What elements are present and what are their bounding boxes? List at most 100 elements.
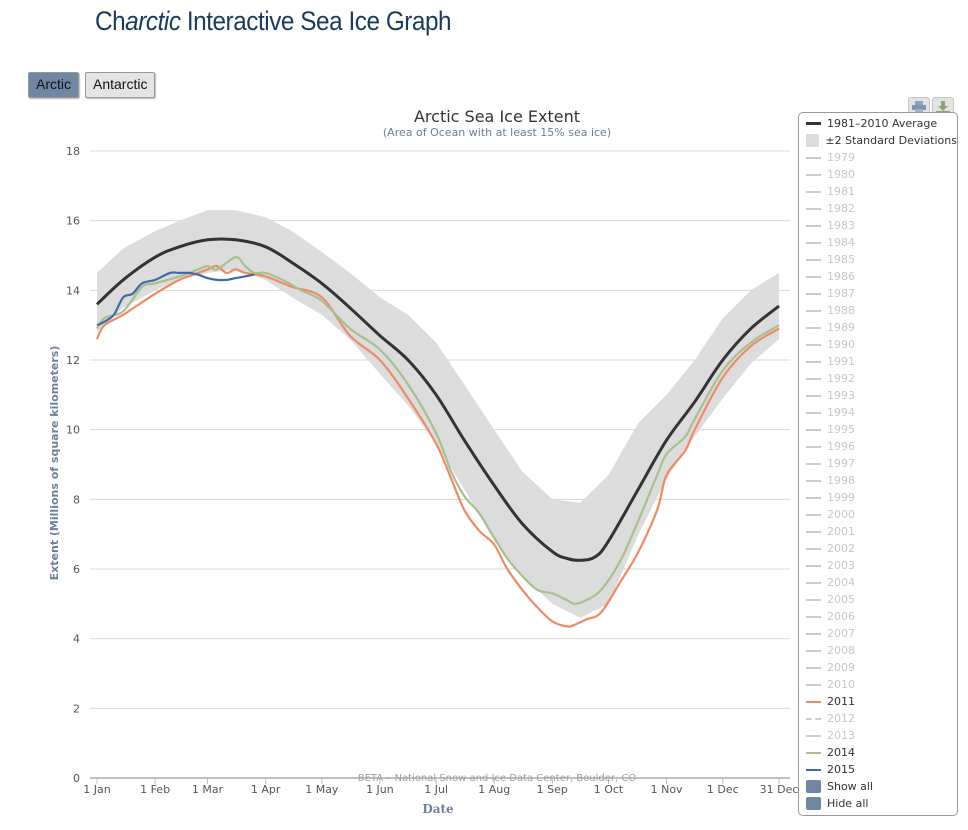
- legend-item-2009[interactable]: 2009: [799, 659, 957, 676]
- legend-label: 1985: [827, 253, 855, 266]
- legend-item-2014[interactable]: 2014: [799, 744, 957, 761]
- legend-item-2008[interactable]: 2008: [799, 642, 957, 659]
- legend-swatch: [806, 700, 821, 703]
- y-axis-label: Extent (Millions of square kilometers): [48, 346, 61, 581]
- show-all-button[interactable]: Show all: [799, 778, 957, 795]
- legend-label: 1990: [827, 338, 855, 351]
- legend-label: 1982: [827, 202, 855, 215]
- series-line-2014[interactable]: [96, 256, 780, 605]
- series-line-1981-2010-average[interactable]: [95, 237, 780, 562]
- legend-item-2013[interactable]: 2013: [799, 727, 957, 744]
- std-dev-band: [97, 210, 779, 618]
- legend-item-1985[interactable]: 1985: [799, 251, 957, 268]
- legend-swatch: [806, 666, 821, 669]
- checkbox-icon: [806, 780, 821, 793]
- legend-label: 1998: [827, 474, 855, 487]
- legend-item-1995[interactable]: 1995: [799, 421, 957, 438]
- legend-item-2001[interactable]: 2001: [799, 523, 957, 540]
- legend-item-1988[interactable]: 1988: [799, 302, 957, 319]
- legend-label: 1989: [827, 321, 855, 334]
- legend-item-1981-2010-average[interactable]: 1981–2010 Average: [799, 115, 957, 132]
- legend-label: 2013: [827, 729, 855, 742]
- legend-item-1980[interactable]: 1980: [799, 166, 957, 183]
- legend-item-1979[interactable]: 1979: [799, 149, 957, 166]
- legend-item-2004[interactable]: 2004: [799, 574, 957, 591]
- legend-item-1989[interactable]: 1989: [799, 319, 957, 336]
- legend-item-1994[interactable]: 1994: [799, 404, 957, 421]
- legend-item-2003[interactable]: 2003: [799, 557, 957, 574]
- legend-item--2-standard-deviations[interactable]: ±2 Standard Deviations: [799, 132, 957, 149]
- legend-item-2015[interactable]: 2015: [799, 761, 957, 778]
- legend-item-1991[interactable]: 1991: [799, 353, 957, 370]
- series-line-2015[interactable]: [96, 271, 255, 327]
- legend-item-1983[interactable]: 1983: [799, 217, 957, 234]
- y-tick-label: 18: [66, 145, 80, 158]
- x-tick-label: 31 Dec: [760, 783, 799, 796]
- legend-item-1982[interactable]: 1982: [799, 200, 957, 217]
- legend-label: 1986: [827, 270, 855, 283]
- legend-label: 2004: [827, 576, 855, 589]
- legend-swatch: [806, 513, 821, 516]
- y-tick-label: 8: [73, 493, 80, 506]
- legend-item-1997[interactable]: 1997: [799, 455, 957, 472]
- legend-swatch: [806, 530, 821, 533]
- legend-swatch: [806, 479, 821, 482]
- y-tick-label: 10: [66, 424, 80, 437]
- x-tick-label: 1 Jul: [424, 783, 448, 796]
- legend-label: Show all: [827, 780, 874, 793]
- legend-item-2000[interactable]: 2000: [799, 506, 957, 523]
- checkbox-icon: [806, 797, 821, 810]
- legend-label: 1981–2010 Average: [827, 117, 938, 130]
- legend-item-1998[interactable]: 1998: [799, 472, 957, 489]
- legend-label: 1988: [827, 304, 855, 317]
- hide-all-button[interactable]: Hide all: [799, 795, 957, 812]
- legend-item-2010[interactable]: 2010: [799, 676, 957, 693]
- legend-item-1987[interactable]: 1987: [799, 285, 957, 302]
- x-tick-label: 1 Sep: [537, 783, 568, 796]
- legend-item-1990[interactable]: 1990: [799, 336, 957, 353]
- legend-label: 1979: [827, 151, 855, 164]
- legend-label: 2005: [827, 593, 855, 606]
- y-tick-label: 12: [66, 354, 80, 367]
- legend-swatch: [806, 445, 821, 448]
- legend-swatch: [806, 122, 821, 125]
- legend-item-1996[interactable]: 1996: [799, 438, 957, 455]
- legend-label: 2008: [827, 644, 855, 657]
- legend-item-1984[interactable]: 1984: [799, 234, 957, 251]
- legend-label: 1996: [827, 440, 855, 453]
- legend-item-1993[interactable]: 1993: [799, 387, 957, 404]
- x-tick-label: 1 Jan: [83, 783, 110, 796]
- y-tick-label: 2: [73, 702, 80, 715]
- legend-swatch: [806, 581, 821, 584]
- legend-label: 2009: [827, 661, 855, 674]
- legend-item-1981[interactable]: 1981: [799, 183, 957, 200]
- y-tick-label: 16: [66, 215, 80, 228]
- antarctic-button[interactable]: Antarctic: [85, 72, 156, 98]
- legend-label: 1980: [827, 168, 855, 181]
- legend-item-2011[interactable]: 2011: [799, 693, 957, 710]
- legend-swatch: [806, 394, 821, 397]
- legend-label: 1984: [827, 236, 855, 249]
- legend-label: 1983: [827, 219, 855, 232]
- legend-item-2006[interactable]: 2006: [799, 608, 957, 625]
- legend-item-2002[interactable]: 2002: [799, 540, 957, 557]
- chart-legend: 1981–2010 Average ±2 Standard Deviations 1…: [798, 112, 958, 816]
- legend-item-2005[interactable]: 2005: [799, 591, 957, 608]
- legend-swatch: [806, 326, 821, 329]
- legend-item-1999[interactable]: 1999: [799, 489, 957, 506]
- legend-item-2012[interactable]: 2012: [799, 710, 957, 727]
- x-tick-label: 1 Aug: [478, 783, 510, 796]
- legend-label: 1981: [827, 185, 855, 198]
- legend-label: 1995: [827, 423, 855, 436]
- x-tick-label: 1 Nov: [651, 783, 683, 796]
- y-axis-ticks: 0 2 4 6 8 10 12 14 16 18: [66, 145, 80, 785]
- arctic-button[interactable]: Arctic: [28, 72, 79, 98]
- legend-swatch: [806, 207, 821, 210]
- legend-swatch: [806, 428, 821, 431]
- legend-item-1992[interactable]: 1992: [799, 370, 957, 387]
- legend-item-2007[interactable]: 2007: [799, 625, 957, 642]
- legend-item-1986[interactable]: 1986: [799, 268, 957, 285]
- series-group: [95, 237, 780, 628]
- legend-swatch: [806, 343, 821, 346]
